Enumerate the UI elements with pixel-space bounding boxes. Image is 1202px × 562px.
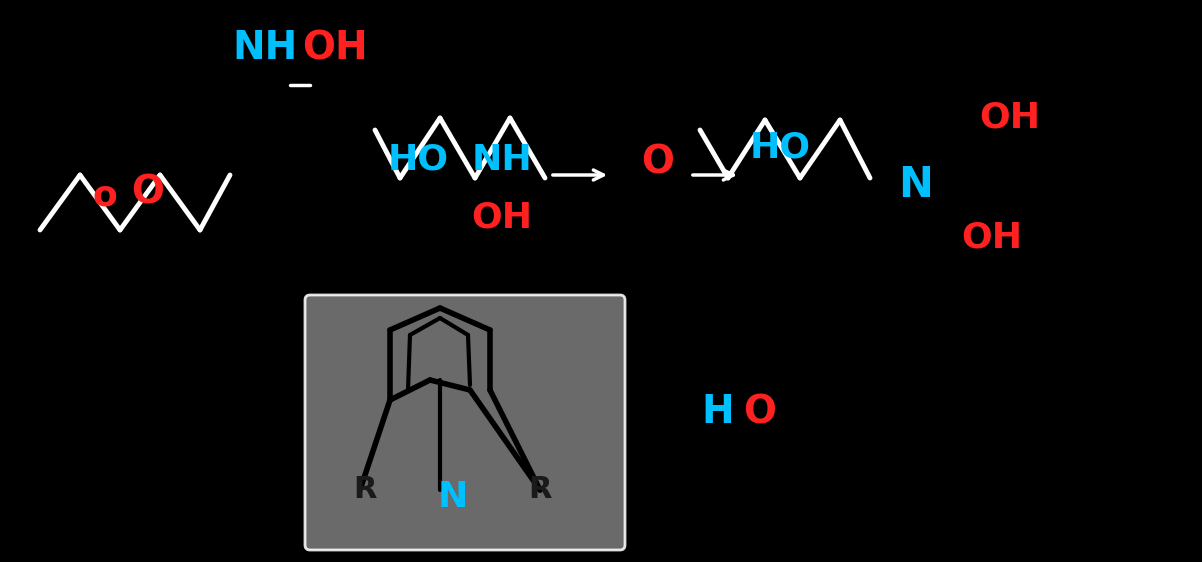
Text: R: R bbox=[353, 475, 376, 505]
Text: H: H bbox=[702, 393, 734, 431]
Text: O: O bbox=[131, 173, 165, 211]
Text: O: O bbox=[642, 143, 674, 181]
Text: R: R bbox=[528, 475, 552, 505]
Text: OH: OH bbox=[980, 101, 1041, 135]
Text: O: O bbox=[744, 393, 776, 431]
Text: OH: OH bbox=[471, 201, 532, 235]
Text: N: N bbox=[438, 480, 469, 514]
Text: OH: OH bbox=[962, 221, 1023, 255]
Text: NH: NH bbox=[471, 143, 532, 177]
Text: o: o bbox=[93, 178, 118, 212]
FancyBboxPatch shape bbox=[305, 295, 625, 550]
Text: NH: NH bbox=[232, 29, 298, 67]
Text: OH: OH bbox=[302, 29, 368, 67]
Text: N: N bbox=[899, 164, 934, 206]
Text: HO: HO bbox=[749, 131, 810, 165]
Text: HO: HO bbox=[387, 143, 448, 177]
